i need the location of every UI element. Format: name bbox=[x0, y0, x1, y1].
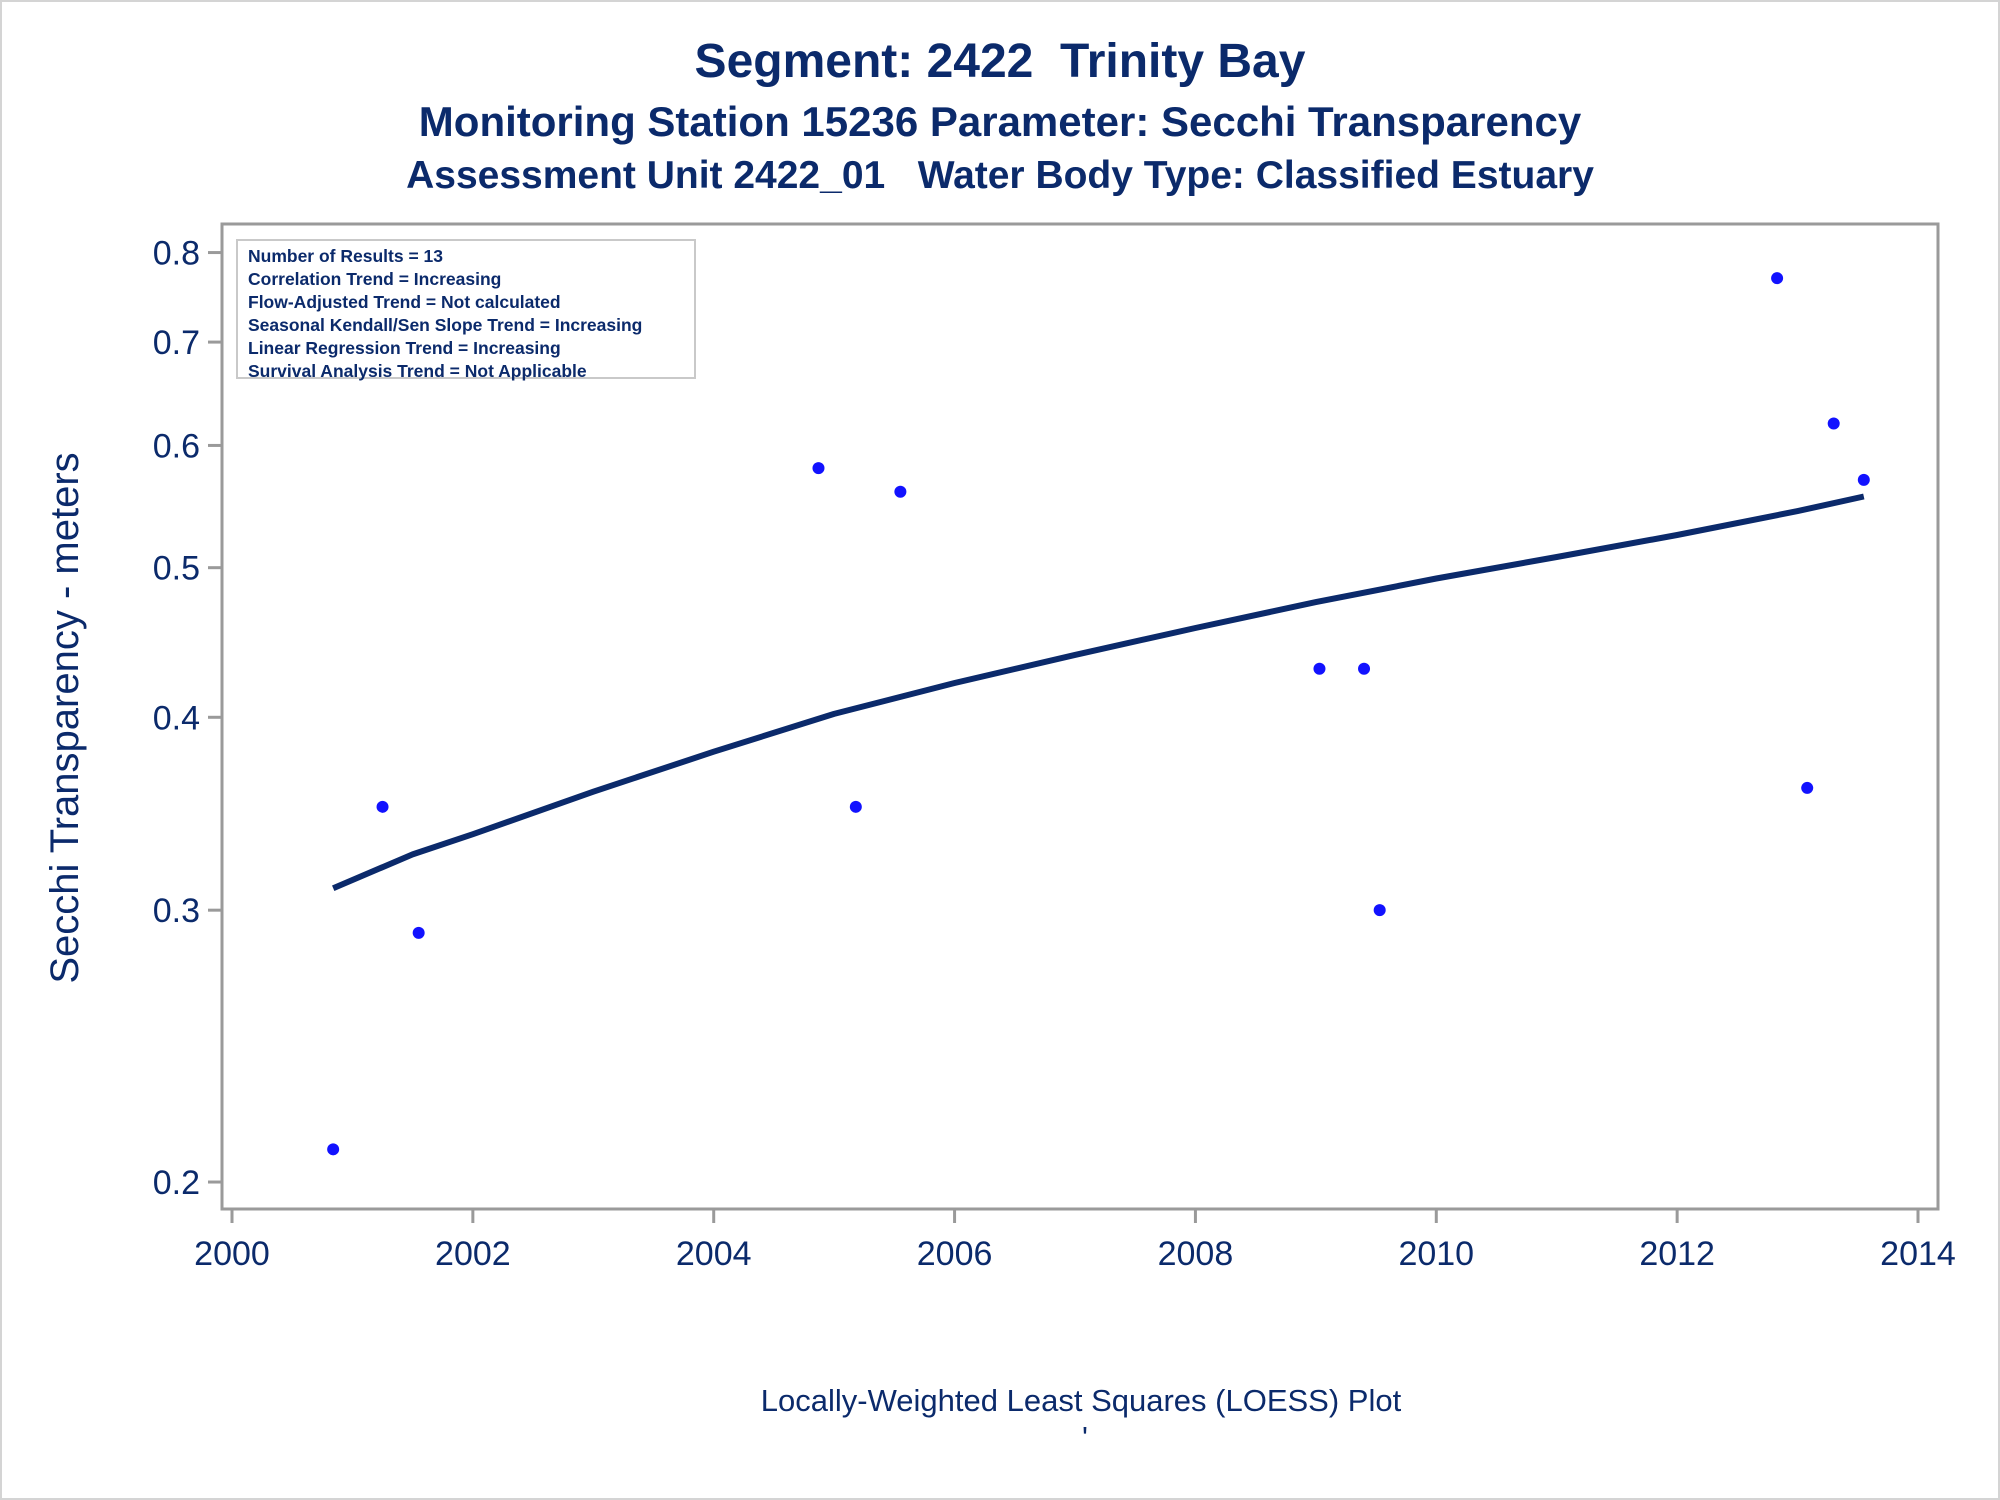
footnote-loess-plot: Locally-Weighted Least Squares (LOESS) P… bbox=[761, 1383, 1402, 1418]
data-point bbox=[1373, 904, 1386, 917]
y-tick-label: 0.2 bbox=[153, 1164, 200, 1202]
y-tick-label: 0.8 bbox=[153, 235, 200, 273]
data-point bbox=[1313, 662, 1326, 675]
stat-seasonal-kendall-trend: Seasonal Kendall/Sen Slope Trend = Incre… bbox=[248, 315, 643, 335]
data-point bbox=[812, 462, 825, 475]
data-point bbox=[1827, 417, 1840, 430]
x-tick-label: 2002 bbox=[435, 1235, 511, 1273]
data-points bbox=[327, 272, 1870, 1156]
x-tick-label: 2014 bbox=[1880, 1235, 1956, 1273]
x-tick-label: 2012 bbox=[1639, 1235, 1715, 1273]
y-tick-label: 0.6 bbox=[153, 427, 200, 465]
x-tick-label: 2006 bbox=[917, 1235, 993, 1273]
y-axis-title: Secchi Transparency - meters bbox=[43, 452, 87, 983]
x-axis: 2000 2002 2004 2006 2008 2010 2012 2014 bbox=[194, 1209, 1956, 1273]
y-axis: 0.2 0.3 0.4 0.5 0.6 0.7 0.8 bbox=[153, 235, 222, 1202]
data-point bbox=[1801, 781, 1814, 794]
data-point bbox=[1857, 473, 1870, 486]
loess-trend-line bbox=[332, 493, 1865, 891]
x-tick-label: 2010 bbox=[1398, 1235, 1474, 1273]
stat-flow-adjusted-trend: Flow-Adjusted Trend = Not calculated bbox=[248, 292, 561, 312]
stat-correlation-trend: Correlation Trend = Increasing bbox=[248, 269, 502, 289]
x-tick-label: 2008 bbox=[1158, 1235, 1234, 1273]
data-point bbox=[376, 800, 389, 813]
chart-subtitle-station: Monitoring Station 15236 Parameter: Secc… bbox=[418, 98, 1582, 145]
footnote-mark: ' bbox=[1082, 1420, 1088, 1455]
stat-linear-regression-trend: Linear Regression Trend = Increasing bbox=[248, 338, 561, 358]
stat-number-of-results: Number of Results = 13 bbox=[248, 246, 443, 266]
y-tick-label: 0.7 bbox=[153, 324, 200, 362]
stat-survival-analysis-trend: Survival Analysis Trend = Not Applicable bbox=[248, 361, 587, 381]
x-tick-label: 2000 bbox=[194, 1235, 270, 1273]
trend-statistics-box: Number of Results = 13 Correlation Trend… bbox=[236, 239, 696, 381]
y-tick-label: 0.4 bbox=[153, 699, 200, 737]
y-tick-label: 0.3 bbox=[153, 892, 200, 930]
data-point bbox=[412, 926, 425, 939]
chart-title: Segment: 2422 Trinity Bay bbox=[694, 35, 1306, 88]
chart-subtitle-assessment: Assessment Unit 2422_01 Water Body Type:… bbox=[406, 154, 1594, 197]
x-tick-label: 2004 bbox=[676, 1235, 752, 1273]
y-tick-label: 0.5 bbox=[153, 550, 200, 588]
data-point bbox=[1771, 272, 1784, 285]
data-point bbox=[1358, 662, 1371, 675]
data-point bbox=[849, 800, 862, 813]
data-point bbox=[894, 485, 907, 498]
data-point bbox=[327, 1143, 340, 1156]
